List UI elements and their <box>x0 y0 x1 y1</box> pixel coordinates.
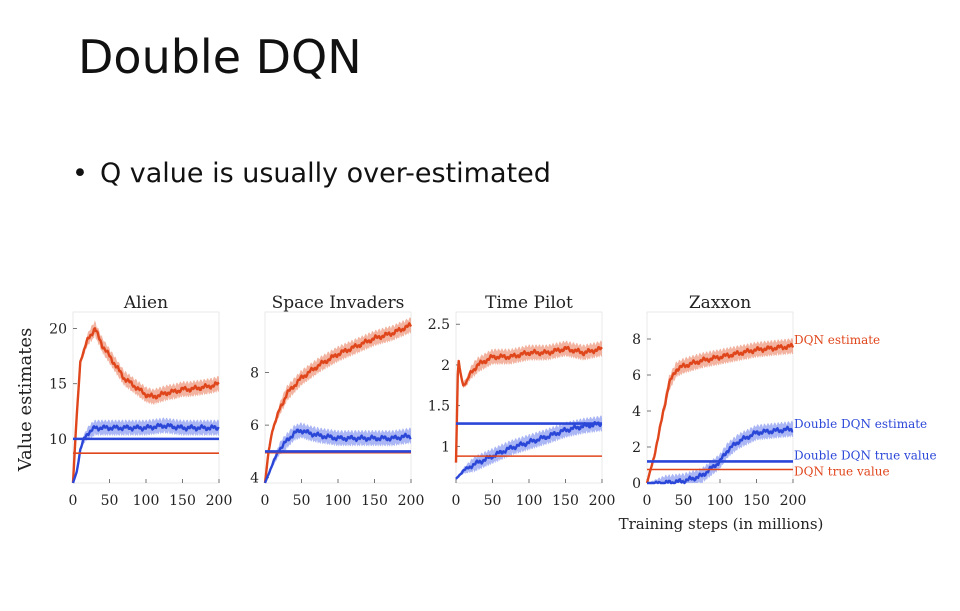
x-tick-label: 50 <box>293 493 311 509</box>
bullet-item: • Q value is usually over-estimated <box>72 158 551 189</box>
chart-panel-3: Zaxxon 0 50 100 150 200 0 2 4 6 8 Training steps (i… <box>619 293 937 533</box>
x-tick-label: 100 <box>516 493 543 509</box>
series-band-dqn-estimate <box>647 338 793 483</box>
chart-panel-0: Alien 0 50 100 150 200 10 15 20 Value estimates <box>15 293 232 509</box>
x-tick-label: 100 <box>133 493 160 509</box>
y-tick-label: 2 <box>632 440 641 456</box>
y-tick-label: 8 <box>632 332 641 348</box>
x-tick-label: 200 <box>398 493 425 509</box>
bullet-marker: • <box>72 158 88 189</box>
series-band-ddqn-estimate <box>456 415 602 479</box>
x-tick-label: 100 <box>325 493 352 509</box>
y-tick-label: 1.5 <box>428 399 450 415</box>
x-tick-label: 200 <box>780 493 807 509</box>
x-tick-label: 0 <box>452 493 461 509</box>
y-tick-label: 4 <box>632 404 641 420</box>
y-tick-label: 2 <box>441 358 450 374</box>
x-tick-label: 150 <box>552 493 579 509</box>
x-tick-label: 0 <box>69 493 78 509</box>
x-tick-label: 50 <box>101 493 119 509</box>
x-tick-label: 100 <box>707 493 734 509</box>
y-tick-label: 4 <box>250 471 259 487</box>
chart-title: Alien <box>123 293 168 313</box>
chart-panel-2: Time Pilot 0 50 100 150 200 1 1.5 2 2.5 <box>428 293 616 509</box>
legend-label-dqn-true: DQN true value <box>794 465 890 479</box>
x-axis-label: Training steps (in millions) <box>619 515 824 533</box>
series-band-ddqn-estimate <box>73 417 219 483</box>
y-tick-label: 20 <box>49 322 67 338</box>
series-line-dqn-estimate <box>263 322 413 484</box>
series-line-ddqn-estimate <box>646 425 794 485</box>
x-tick-label: 150 <box>743 493 770 509</box>
y-tick-label: 8 <box>250 366 259 382</box>
y-tick-label: 6 <box>632 368 641 384</box>
chart-title: Time Pilot <box>485 293 573 313</box>
bullet-text: Q value is usually over-estimated <box>99 158 551 189</box>
legend-label-ddqn-estimate: Double DQN estimate <box>794 417 927 431</box>
x-tick-label: 150 <box>169 493 196 509</box>
series-line-ddqn-estimate <box>263 428 412 484</box>
chart-panel-1: Space Invaders 0 50 100 150 200 4 6 8 <box>250 293 424 509</box>
series-line-dqn-estimate <box>645 342 795 484</box>
slide-title: Double DQN <box>78 30 362 84</box>
y-tick-label: 2.5 <box>428 317 450 333</box>
y-tick-label: 10 <box>49 432 67 448</box>
series-band-dqn-estimate <box>73 320 219 483</box>
chart-title: Zaxxon <box>689 293 751 313</box>
series-line-dqn-estimate <box>71 327 220 484</box>
legend-label-ddqn-true: Double DQN true value <box>794 448 937 462</box>
series-line-dqn-estimate <box>454 345 603 463</box>
x-tick-label: 50 <box>484 493 502 509</box>
series-line-ddqn-estimate <box>71 422 220 484</box>
x-tick-label: 50 <box>675 493 693 509</box>
x-tick-label: 0 <box>261 493 270 509</box>
x-tick-label: 200 <box>206 493 233 509</box>
y-tick-label: 15 <box>49 377 67 393</box>
legend-label-dqn-estimate: DQN estimate <box>794 333 880 347</box>
chart-title: Space Invaders <box>272 293 405 313</box>
series-band-dqn-estimate <box>265 317 411 483</box>
y-tick-label: 1 <box>441 439 450 455</box>
series-band-ddqn-estimate <box>647 420 793 483</box>
y-axis-label: Value estimates <box>15 328 36 473</box>
x-tick-label: 0 <box>643 493 652 509</box>
series-line-ddqn-estimate <box>455 421 603 480</box>
x-tick-label: 150 <box>361 493 388 509</box>
x-tick-label: 200 <box>589 493 616 509</box>
y-tick-label: 6 <box>250 418 259 434</box>
y-tick-label: 0 <box>632 476 641 492</box>
